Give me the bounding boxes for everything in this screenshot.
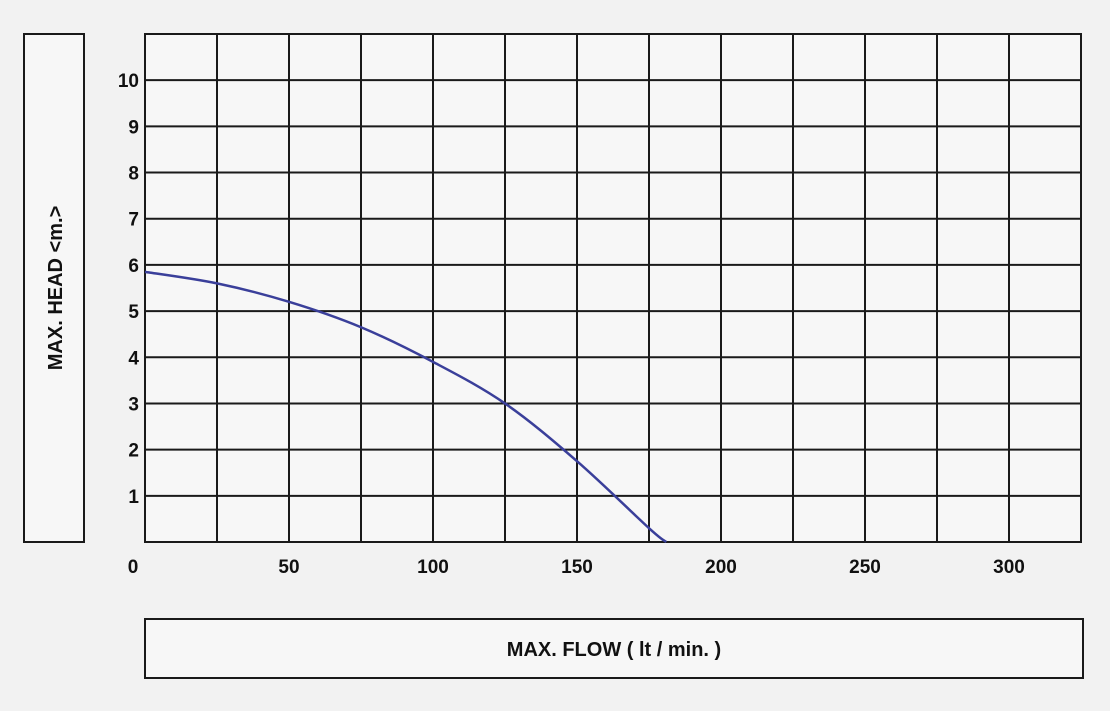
plot-area — [144, 33, 1082, 543]
x-axis-title-box — [144, 618, 1084, 679]
x-axis-title: MAX. FLOW ( lt / min. ) — [507, 639, 721, 661]
x-tick-label: 200 — [705, 557, 737, 578]
series-layer — [144, 270, 668, 544]
y-tick-label: 9 — [128, 117, 139, 138]
y-tick-label: 8 — [128, 164, 139, 185]
x-tick-label: 150 — [561, 557, 593, 578]
y-tick-label: 2 — [128, 441, 139, 462]
y-tick-label: 7 — [128, 210, 139, 231]
x-tick-label: 300 — [993, 557, 1025, 578]
x-tick-label: 50 — [278, 557, 299, 578]
x-axis-ticks: 0 50 100 150 200 250 300 — [128, 557, 1025, 578]
y-tick-label: 4 — [128, 348, 139, 369]
y-tick-label: 6 — [128, 256, 139, 277]
x-tick-label: 250 — [849, 557, 881, 578]
series-line-0 — [144, 270, 668, 544]
x-tick-label: 100 — [417, 557, 449, 578]
y-tick-label: 10 — [118, 71, 139, 92]
y-tick-label: 3 — [128, 394, 139, 415]
y-axis-title: MAX. HEAD <m.> — [45, 206, 67, 370]
y-axis-ticks: 1 2 3 4 5 6 7 8 9 10 — [118, 71, 140, 508]
y-tick-label: 1 — [128, 487, 139, 508]
x-tick-label: 0 — [128, 557, 139, 578]
y-axis-title-box — [23, 33, 85, 543]
y-tick-label: 5 — [128, 302, 139, 323]
grid — [145, 34, 1081, 542]
